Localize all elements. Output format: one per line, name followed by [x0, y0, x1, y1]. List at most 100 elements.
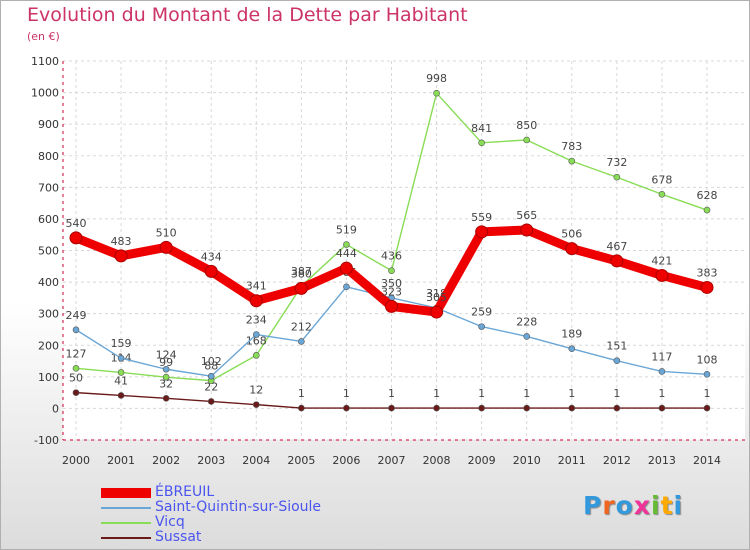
- data-point: [523, 333, 531, 340]
- data-label: 540: [66, 217, 87, 230]
- data-point: [433, 404, 440, 412]
- x-tick-label: 2011: [558, 454, 586, 467]
- data-point: [204, 264, 218, 278]
- x-tick-label: 2012: [603, 454, 631, 467]
- data-point: [613, 357, 621, 365]
- data-label: 1: [343, 387, 350, 400]
- data-point: [388, 404, 395, 412]
- x-tick-label: 2003: [197, 454, 225, 467]
- data-point: [117, 392, 125, 399]
- x-tick-label: 2000: [62, 454, 90, 467]
- data-point: [72, 326, 80, 334]
- data-point: [658, 368, 666, 375]
- data-label: 1: [433, 387, 440, 400]
- data-point: [703, 206, 711, 214]
- y-tick-label: 800: [38, 150, 59, 163]
- data-label: 1: [388, 387, 395, 400]
- data-point: [655, 268, 669, 282]
- legend-swatch: [101, 537, 151, 539]
- data-label: 387: [291, 265, 312, 278]
- data-point: [159, 240, 173, 254]
- data-label: 421: [651, 254, 672, 267]
- data-label: 628: [697, 189, 718, 202]
- data-label: 565: [516, 209, 537, 222]
- data-point: [162, 395, 170, 402]
- data-label: 383: [697, 266, 718, 279]
- data-label: 1: [613, 387, 620, 400]
- data-point: [252, 401, 260, 408]
- data-point: [252, 352, 260, 359]
- data-point: [298, 404, 305, 412]
- data-label: 212: [291, 320, 312, 333]
- data-point: [249, 294, 263, 308]
- data-label: 783: [561, 140, 582, 153]
- data-label: 434: [201, 250, 222, 263]
- legend-swatch: [101, 522, 151, 524]
- data-point: [658, 190, 666, 198]
- y-tick-label: 300: [38, 308, 59, 321]
- legend-swatch: [101, 488, 151, 498]
- data-label: 841: [471, 122, 492, 135]
- data-label: 228: [516, 315, 537, 328]
- x-tick-label: 2004: [242, 454, 270, 467]
- data-point: [117, 369, 125, 376]
- y-tick-label: 1000: [31, 87, 59, 100]
- data-label: 99: [159, 356, 173, 369]
- data-label: 1: [568, 387, 575, 400]
- x-tick-label: 2010: [513, 454, 541, 467]
- x-tick-label: 2001: [107, 454, 135, 467]
- data-point: [703, 404, 711, 412]
- data-point: [523, 404, 531, 412]
- y-tick-label: 600: [38, 213, 59, 226]
- data-label: 234: [246, 314, 267, 327]
- data-point: [69, 231, 83, 245]
- y-tick-label: 700: [38, 181, 59, 194]
- data-label: 444: [336, 247, 357, 260]
- unit-label: (en €): [27, 30, 60, 43]
- data-label: 732: [606, 156, 627, 169]
- data-label: 1: [523, 387, 530, 400]
- data-label: 124: [156, 348, 177, 361]
- data-label: 50: [69, 372, 83, 385]
- data-point: [700, 280, 714, 294]
- y-tick-label: 900: [38, 118, 59, 131]
- data-point: [385, 299, 398, 313]
- data-point: [613, 173, 621, 181]
- data-label: 467: [606, 240, 627, 253]
- x-tick-label: 2008: [423, 454, 451, 467]
- legend-label: Vicq: [155, 514, 185, 530]
- y-tick-label: 200: [38, 339, 59, 352]
- data-point: [117, 354, 125, 362]
- chart-title: Evolution du Montant de la Dette par Hab…: [27, 4, 468, 26]
- data-point: [565, 242, 579, 256]
- data-label: 168: [246, 334, 267, 347]
- y-tick-label: -100: [34, 434, 59, 447]
- x-tick-label: 2009: [468, 454, 496, 467]
- x-tick-label: 2013: [648, 454, 676, 467]
- data-label: 108: [697, 353, 718, 366]
- data-point: [568, 404, 576, 412]
- data-point: [523, 136, 531, 144]
- y-tick-label: 400: [38, 276, 59, 289]
- data-point: [162, 373, 170, 381]
- x-tick-label: 2005: [287, 454, 315, 467]
- data-label: 22: [204, 380, 218, 393]
- data-label: 259: [471, 306, 492, 319]
- data-label: 12: [249, 384, 263, 397]
- data-label: 1: [298, 387, 305, 400]
- data-point: [478, 139, 485, 147]
- data-label: 678: [651, 173, 672, 186]
- data-label: 32: [159, 377, 173, 390]
- x-tick-label: 2002: [152, 454, 180, 467]
- data-label: 436: [381, 250, 402, 263]
- data-label: 323: [381, 285, 402, 298]
- data-point: [430, 305, 444, 319]
- data-label: 510: [156, 226, 177, 239]
- data-label: 117: [651, 350, 672, 363]
- data-point: [72, 389, 80, 396]
- data-point: [388, 267, 395, 275]
- data-label: 506: [561, 228, 582, 241]
- data-point: [613, 404, 621, 412]
